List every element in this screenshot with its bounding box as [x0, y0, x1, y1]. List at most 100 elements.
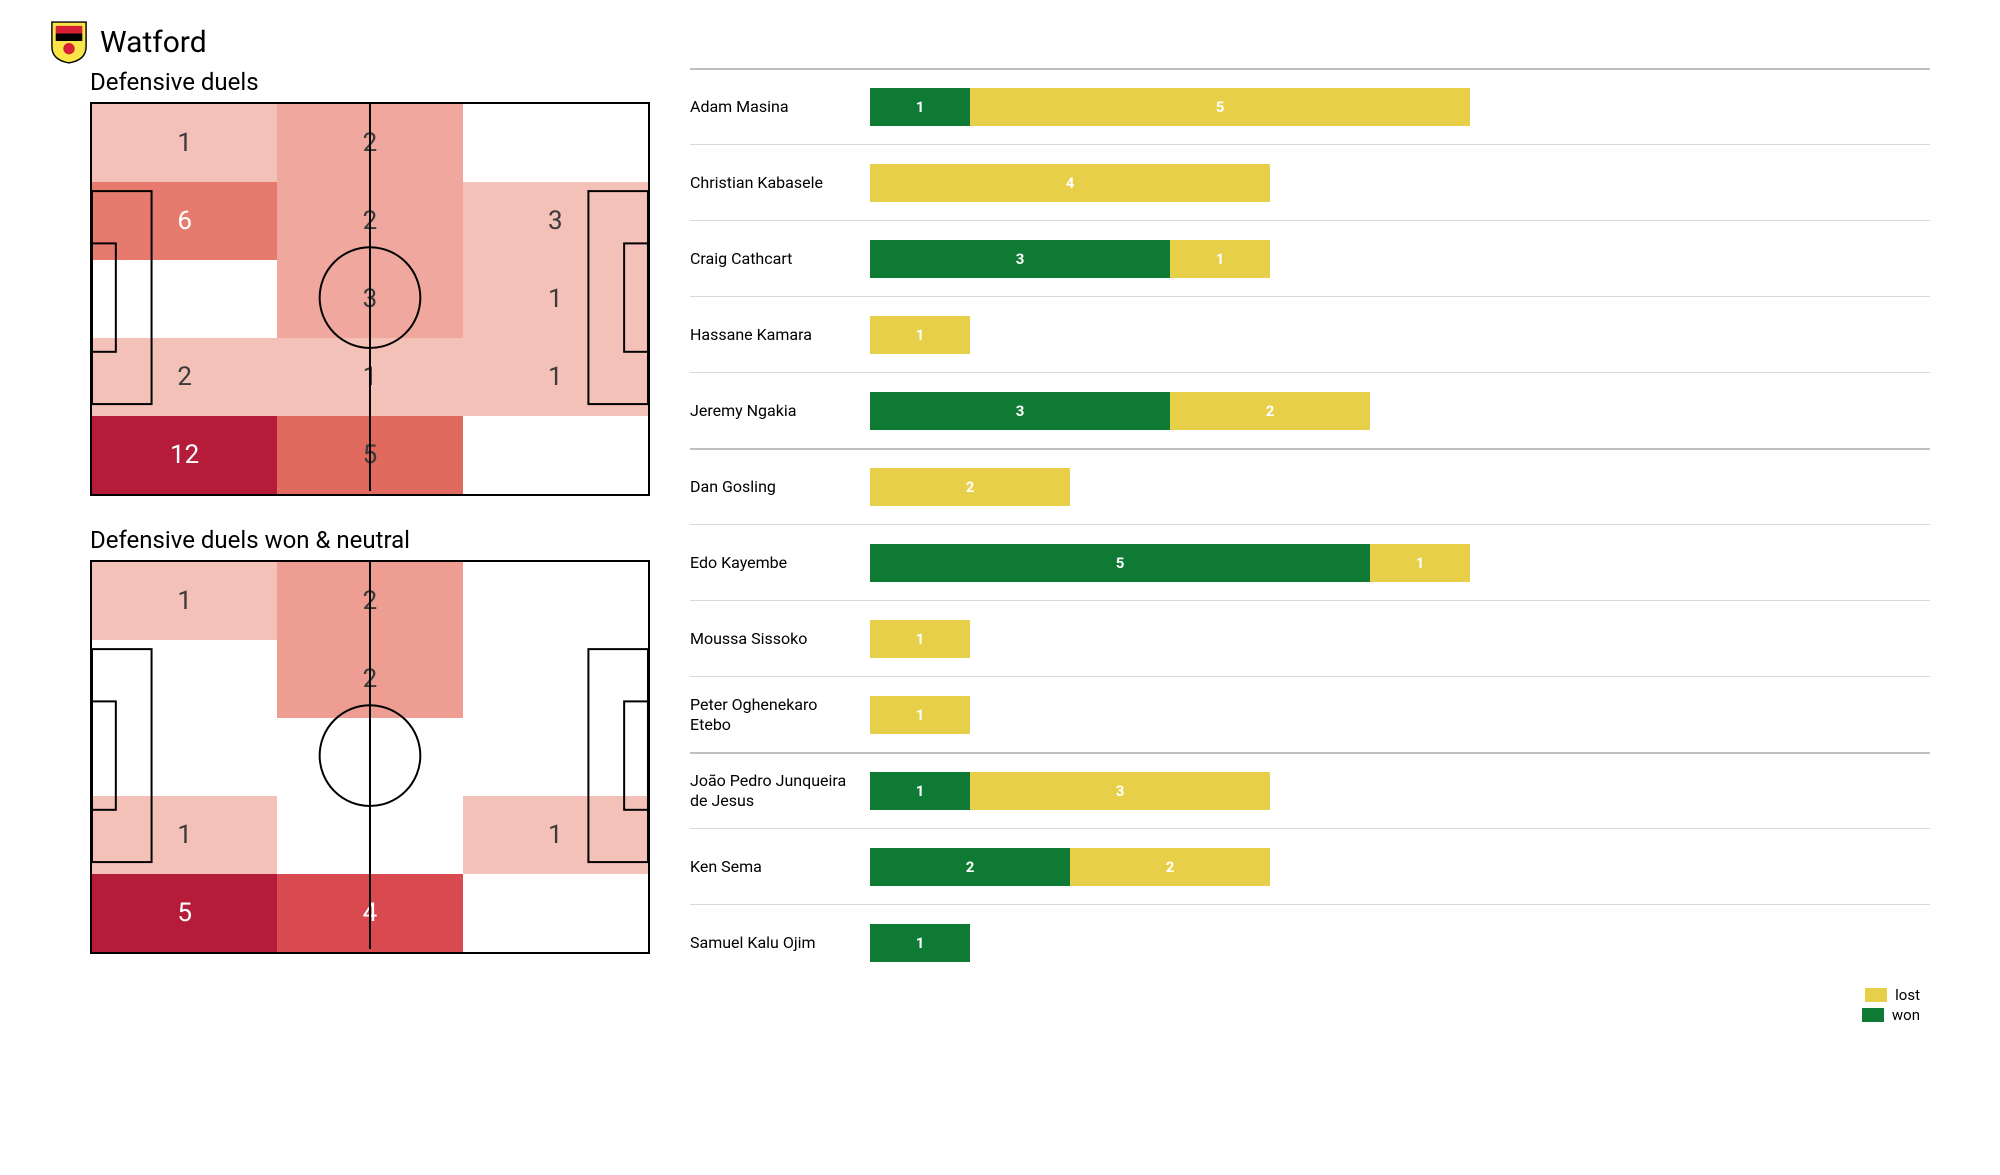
bar-track: 32	[870, 392, 1930, 430]
heatmap-cell: 2	[277, 104, 462, 182]
legend-label: won	[1892, 1006, 1920, 1024]
heatmap-cell: 1	[463, 260, 648, 338]
bar-segment-won: 3	[870, 240, 1170, 278]
bar-segment-lost: 1	[870, 620, 970, 658]
bar-track: 13	[870, 772, 1930, 810]
bar-value: 3	[1116, 782, 1125, 800]
heatmap-cell-value: 2	[363, 664, 378, 694]
bar-track: 1	[870, 696, 1930, 734]
player-name: Adam Masina	[690, 97, 870, 117]
heatmap-cell-value: 3	[548, 206, 563, 236]
player-name: Dan Gosling	[690, 477, 870, 497]
bar-segment-won: 1	[870, 772, 970, 810]
pitch-title: Defensive duels	[90, 68, 660, 96]
bar-track: 1	[870, 316, 1930, 354]
header: Watford	[50, 20, 1970, 64]
player-bar-row: Adam Masina15	[690, 68, 1930, 144]
pitch-title: Defensive duels won & neutral	[90, 526, 660, 554]
player-bar-row: Jeremy Ngakia32	[690, 372, 1930, 448]
bar-value: 3	[1016, 250, 1025, 268]
bar-track: 2	[870, 468, 1930, 506]
bar-segment-won: 3	[870, 392, 1170, 430]
heatmap-cell: 12	[92, 416, 277, 494]
heatmap-cell: 1	[92, 104, 277, 182]
pitch-column: Defensive duels1262331211125 Defensive d…	[30, 68, 660, 1024]
legend-swatch	[1865, 988, 1887, 1002]
player-name: Ken Sema	[690, 857, 870, 877]
heatmap-cell: 1	[92, 562, 277, 640]
bar-segment-lost: 3	[970, 772, 1270, 810]
heatmap-cell-value: 6	[177, 206, 192, 236]
heatmap-cell: 1	[92, 796, 277, 874]
bar-value: 4	[1066, 174, 1075, 192]
bar-segment-won: 5	[870, 544, 1370, 582]
heatmap-cell: 2	[277, 182, 462, 260]
bars-column: Adam Masina15Christian Kabasele4Craig Ca…	[690, 68, 1970, 1024]
heatmap-cell	[463, 104, 648, 182]
heatmap-cell-value: 5	[177, 898, 192, 928]
bar-segment-won: 2	[870, 848, 1070, 886]
bar-value: 1	[916, 630, 925, 648]
heatmap-cell: 3	[463, 182, 648, 260]
bar-value: 3	[1016, 402, 1025, 420]
heatmap-cell	[92, 718, 277, 796]
player-bar-row: Samuel Kalu Ojim1	[690, 904, 1930, 980]
player-bar-row: Dan Gosling 2	[690, 448, 1930, 524]
heatmap-cell-value: 2	[363, 206, 378, 236]
bar-value: 1	[916, 706, 925, 724]
player-name: Hassane Kamara	[690, 325, 870, 345]
pitch-heatmap: 1221154	[90, 560, 650, 954]
heatmap-cell	[277, 796, 462, 874]
heatmap-cell: 5	[277, 416, 462, 494]
heatmap-cell: 2	[92, 338, 277, 416]
bar-value: 1	[916, 326, 925, 344]
pitch-block: Defensive duels won & neutral1221154	[90, 526, 660, 954]
heatmap-cell	[463, 562, 648, 640]
player-bar-row: Christian Kabasele 4	[690, 144, 1930, 220]
player-name: Christian Kabasele	[690, 173, 870, 193]
player-name: Moussa Sissoko	[690, 629, 870, 649]
bar-track: 4	[870, 164, 1930, 202]
player-bar-row: João Pedro Junqueira de Jesus13	[690, 752, 1930, 828]
player-name: Samuel Kalu Ojim	[690, 933, 870, 953]
bar-segment-lost: 1	[870, 316, 970, 354]
heatmap-cell	[277, 718, 462, 796]
bar-track: 1	[870, 620, 1930, 658]
heatmap-cell	[92, 640, 277, 718]
heatmap-cell: 1	[463, 796, 648, 874]
bar-segment-lost: 2	[1070, 848, 1270, 886]
bar-value: 2	[966, 478, 975, 496]
heatmap-cell	[463, 416, 648, 494]
bar-track: 22	[870, 848, 1930, 886]
player-name: Edo Kayembe	[690, 553, 870, 573]
heatmap-cell-value: 1	[548, 820, 563, 850]
legend: lost won	[690, 986, 1930, 1024]
player-name: Peter Oghenekaro Etebo	[690, 695, 870, 735]
bar-track: 51	[870, 544, 1930, 582]
bar-track: 15	[870, 88, 1930, 126]
bar-value: 5	[1216, 98, 1225, 116]
player-bar-row: Ken Sema22	[690, 828, 1930, 904]
heatmap-cell-value: 12	[170, 440, 199, 470]
bar-segment-lost: 1	[1370, 544, 1470, 582]
heatmap-cell-value: 4	[363, 898, 378, 928]
bar-track: 1	[870, 924, 1930, 962]
bar-value: 1	[916, 98, 925, 116]
heatmap-cell-value: 2	[363, 128, 378, 158]
heatmap-cell-value: 2	[177, 362, 192, 392]
pitch-block: Defensive duels1262331211125	[90, 68, 660, 496]
heatmap-cell: 1	[277, 338, 462, 416]
bar-value: 5	[1116, 554, 1125, 572]
bar-segment-lost: 2	[1170, 392, 1370, 430]
bar-segment-lost: 4	[870, 164, 1270, 202]
legend-swatch	[1862, 1008, 1884, 1022]
bar-segment-lost: 2	[870, 468, 1070, 506]
heatmap-cell	[463, 640, 648, 718]
pitch-heatmap: 1262331211125	[90, 102, 650, 496]
bar-segment-won: 1	[870, 88, 970, 126]
team-name: Watford	[100, 25, 207, 60]
legend-label: lost	[1895, 986, 1920, 1004]
heatmap-cell: 2	[277, 562, 462, 640]
heatmap-cell-value: 1	[177, 128, 192, 158]
legend-item: lost	[1865, 986, 1920, 1004]
